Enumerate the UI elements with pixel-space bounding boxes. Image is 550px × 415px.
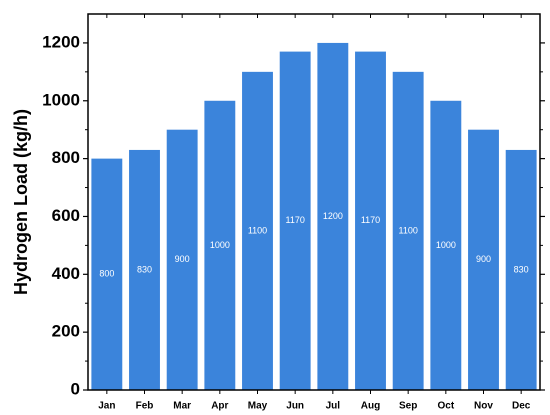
bar	[166, 129, 198, 390]
x-tick-label: Apr	[211, 401, 228, 412]
bar	[505, 149, 537, 390]
bar	[129, 149, 160, 390]
value-label: 1170	[285, 215, 304, 225]
y-axis-title: Hydrogen Load (kg/h)	[11, 109, 31, 295]
bar	[355, 51, 386, 390]
y-tick-label: 200	[52, 322, 80, 341]
x-tick-label: Dec	[512, 401, 531, 412]
x-tick-label: Nov	[474, 401, 493, 412]
bar	[468, 129, 499, 390]
value-label: 900	[476, 254, 491, 264]
x-tick-label: Jul	[326, 401, 341, 412]
bar	[242, 71, 273, 390]
value-label: 830	[514, 264, 529, 274]
x-tick-label: Jan	[98, 401, 115, 412]
bar	[392, 71, 424, 390]
value-label: 1100	[248, 225, 267, 235]
bar	[430, 100, 462, 391]
value-label: 1000	[436, 240, 456, 250]
bar	[204, 100, 236, 391]
y-tick-label: 600	[52, 206, 80, 225]
value-label: 1000	[210, 240, 230, 250]
y-tick-label: 400	[52, 264, 80, 283]
y-tick-label: 800	[52, 148, 80, 167]
value-label: 1170	[361, 215, 380, 225]
x-tick-label: Jun	[286, 401, 304, 412]
y-tick-label: 1200	[42, 32, 80, 51]
y-tick-label: 0	[71, 379, 80, 398]
value-label: 900	[175, 254, 190, 264]
x-tick-label: Aug	[361, 401, 380, 412]
plot-frame	[87, 13, 541, 391]
y-tick-label: 1000	[42, 90, 80, 109]
x-tick-label: Mar	[173, 401, 191, 412]
value-label: 800	[99, 269, 114, 279]
bar	[279, 51, 311, 390]
x-tick-label: May	[248, 401, 268, 412]
value-label: 830	[137, 264, 152, 274]
value-label: 1200	[323, 211, 343, 221]
value-label: 1100	[398, 225, 417, 235]
bar	[91, 158, 123, 390]
bar	[317, 42, 349, 391]
x-tick-label: Sep	[399, 401, 417, 412]
x-tick-label: Oct	[437, 401, 454, 412]
x-tick-label: Feb	[136, 401, 154, 412]
